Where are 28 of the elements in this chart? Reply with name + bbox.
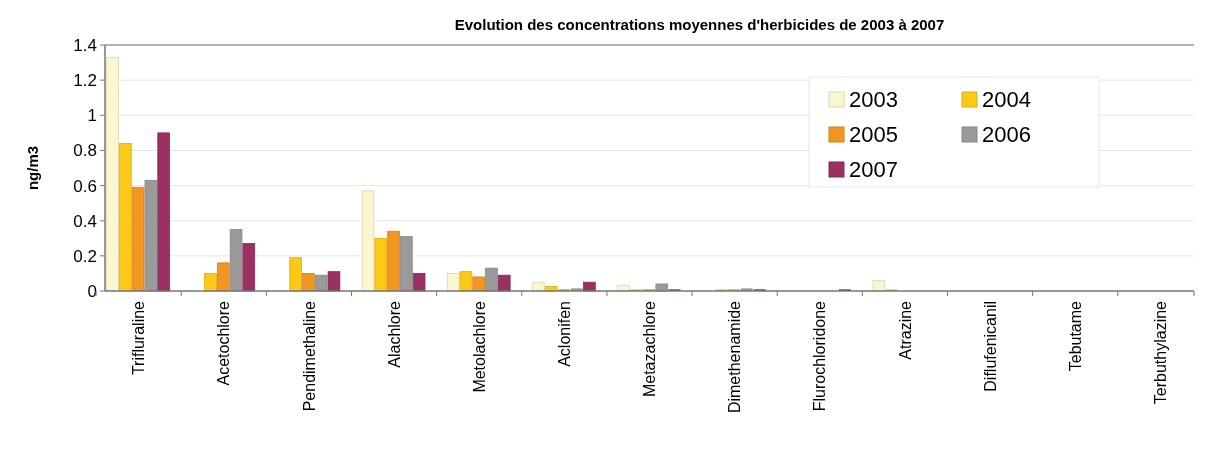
x-tick-label: Atrazine <box>896 300 914 360</box>
legend-label: 2003 <box>849 86 898 112</box>
x-tick-label: Terbuthylazine <box>1151 300 1169 405</box>
x-tick-label: Metazachlore <box>641 300 659 398</box>
y-tick-label: 1 <box>87 106 97 126</box>
x-tick-label: Pendimethaline <box>300 300 318 412</box>
x-tick-label: Tebutame <box>1066 300 1084 372</box>
y-tick-label: 0.8 <box>73 141 97 161</box>
chart-title: Evolution des concentrations moyennes d'herbicides de 2003 à 2007 <box>454 16 945 33</box>
x-tick-label: Alachlore <box>385 300 403 368</box>
y-tick-label: 0 <box>87 281 97 301</box>
y-tick-label: 1.2 <box>73 71 97 91</box>
x-tick-label: Trifluraline <box>130 300 148 376</box>
x-tick-label: Aclonifen <box>555 301 573 367</box>
legend-label: 2005 <box>849 121 898 147</box>
y-tick-label: 1.4 <box>73 35 97 55</box>
y-tick-label: 0.6 <box>73 176 97 196</box>
x-tick-label: Dimethenamide <box>726 300 744 414</box>
y-tick-label: 0.4 <box>73 211 97 231</box>
x-tick-label: Diflufenicanil <box>981 301 999 392</box>
x-tick-label: Flurochloridone <box>811 300 829 412</box>
x-tick-label: Acetochlore <box>215 300 233 386</box>
y-axis-title: ng/m3 <box>24 145 41 191</box>
y-tick-label: 0.2 <box>73 246 97 266</box>
legend-label: 2004 <box>982 86 1031 112</box>
x-tick-label: Metolachlore <box>470 300 488 393</box>
legend-label: 2007 <box>849 156 898 182</box>
legend-label: 2006 <box>982 121 1031 147</box>
